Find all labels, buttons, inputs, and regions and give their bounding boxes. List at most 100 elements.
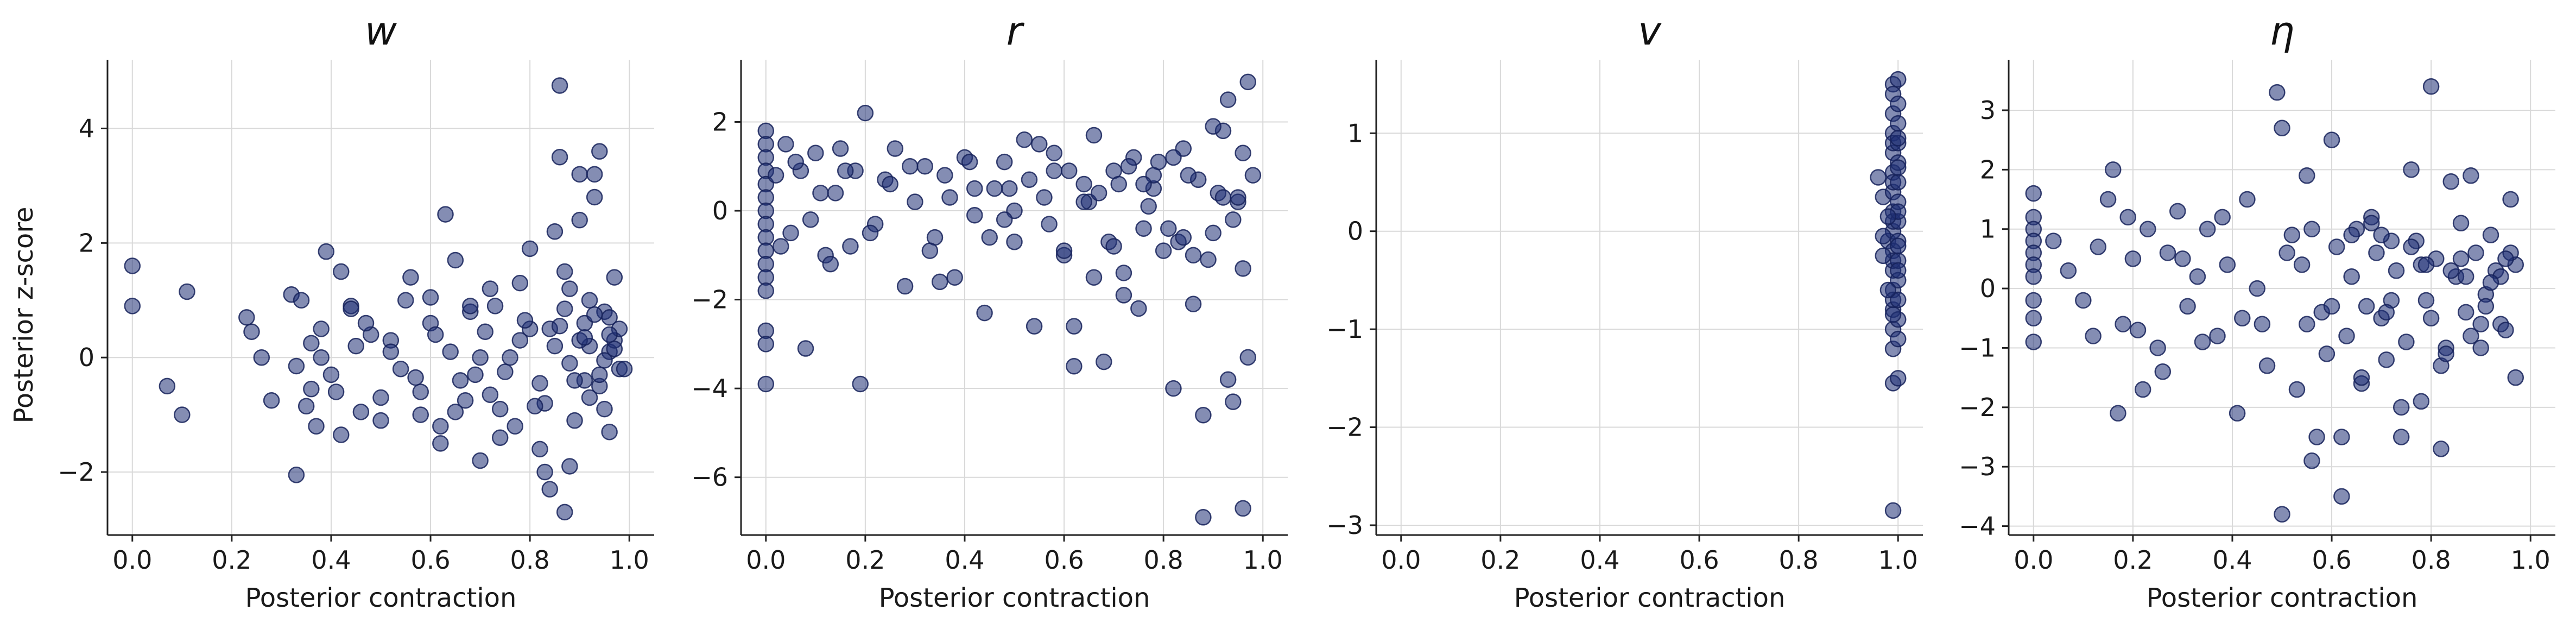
scatter-point (556, 263, 573, 280)
y-tick-label: 4 (79, 114, 94, 143)
scatter-point (318, 243, 335, 260)
scatter-point (882, 175, 898, 193)
scatter-point (1889, 330, 1907, 348)
scatter-point (397, 292, 414, 309)
scatter-point (596, 400, 613, 418)
scatter-point (1075, 193, 1092, 210)
scatter-point (1205, 118, 1221, 135)
scatter-point (787, 153, 804, 171)
scatter-point (601, 423, 618, 441)
scatter-point (556, 300, 573, 317)
scatter-point (1225, 211, 1242, 228)
x-tick-label: 0.0 (112, 545, 152, 575)
scatter-point (931, 273, 948, 291)
scatter-point (303, 380, 320, 398)
scatter-point (616, 361, 633, 378)
scatter-point (2422, 310, 2440, 327)
x-tick-label: 0.0 (2014, 545, 2053, 575)
scatter-point (1875, 228, 1892, 244)
scatter-point (1006, 234, 1023, 250)
scatter-point (382, 343, 400, 360)
scatter-point (2129, 322, 2147, 338)
scatter-point (2422, 78, 2440, 95)
scatter-point (862, 224, 879, 242)
scatter-point (1235, 144, 1251, 161)
scatter-point (2134, 381, 2151, 398)
x-tick-label: 0.6 (1679, 545, 1719, 575)
scatter-point (551, 148, 568, 166)
scatter-point (2288, 381, 2306, 398)
scatter-point (1889, 262, 1907, 279)
scatter-point (586, 306, 603, 323)
scatter-point (2442, 262, 2460, 279)
scatter-point (1135, 220, 1152, 237)
scatter-point (1185, 247, 1202, 264)
scatter-point (1085, 127, 1103, 144)
scatter-point (2378, 351, 2395, 368)
scatter-point (2239, 191, 2256, 208)
scatter-point (2378, 304, 2395, 321)
scatter-point (902, 158, 919, 175)
scatter-point (802, 211, 819, 228)
scatter-point (253, 349, 270, 366)
scatter-point (2368, 244, 2385, 261)
scatter-point (1235, 260, 1251, 277)
scatter-point (2393, 399, 2410, 416)
scatter-point (516, 312, 534, 329)
scatter-point (352, 404, 370, 420)
scatter-point (462, 298, 479, 314)
scatter-point (447, 251, 464, 269)
scatter-point (837, 162, 854, 179)
panel-1: 0.0 0.2 0.4 0.6 0.8 1.0 −2 0 2 4 Posterior contrac… (58, 8, 654, 613)
scatter-point (2045, 232, 2062, 249)
y-tick-label: −2 (1326, 413, 1363, 442)
scatter-point (2343, 268, 2360, 285)
scatter-point (1244, 167, 1262, 184)
scatter-point (556, 504, 573, 521)
scatter-point (497, 363, 514, 380)
panel-title: r (1007, 8, 1025, 54)
scatter-point (1225, 393, 1242, 410)
scatter-point (561, 355, 578, 372)
scatter-point (477, 323, 493, 341)
scatter-point (842, 238, 859, 255)
scatter-point (2258, 357, 2276, 374)
y-tick-label: −1 (1326, 314, 1363, 344)
scatter-point (2303, 221, 2320, 237)
scatter-point (581, 292, 598, 309)
scatter-point (606, 269, 623, 286)
scatter-point (2149, 339, 2166, 356)
panel-4: 0.0 0.2 0.4 0.6 0.8 1.0 −4 −3 −2 −1 0 1 2 3 Posterior … (1959, 8, 2555, 613)
scatter-point (2099, 191, 2117, 208)
scatter-point (2303, 452, 2320, 469)
y-tick-label: −2 (58, 457, 94, 487)
scatter-point (561, 458, 578, 475)
scatter-point (432, 418, 449, 435)
scatter-point (1036, 189, 1053, 206)
scatter-point (2115, 316, 2131, 332)
scatter-point (521, 240, 539, 257)
scatter-point (2189, 268, 2206, 285)
scatter-point (486, 298, 504, 314)
x-tick-label: 1.0 (1243, 545, 1283, 575)
scatter-point (347, 337, 364, 355)
x-axis-label: Posterior contraction (245, 583, 517, 613)
scatter-point (179, 283, 195, 300)
scatter-point (1105, 238, 1122, 255)
scatter-point (1879, 281, 1897, 299)
scatter-point (581, 389, 598, 406)
scatter-point (1230, 189, 1246, 206)
scatter-point (1884, 306, 1902, 323)
scatter-point (372, 389, 389, 406)
scatter-point (412, 383, 429, 400)
scatter-point (1066, 358, 1083, 375)
scatter-point (1889, 291, 1907, 309)
x-tick-label: 0.8 (510, 545, 550, 575)
scatter-point (2060, 262, 2077, 279)
scatter-point (392, 361, 409, 378)
scatter-point (1879, 208, 1897, 225)
scatter-point (1889, 115, 1907, 132)
scatter-point (2214, 209, 2231, 226)
scatter-point (2438, 345, 2454, 362)
